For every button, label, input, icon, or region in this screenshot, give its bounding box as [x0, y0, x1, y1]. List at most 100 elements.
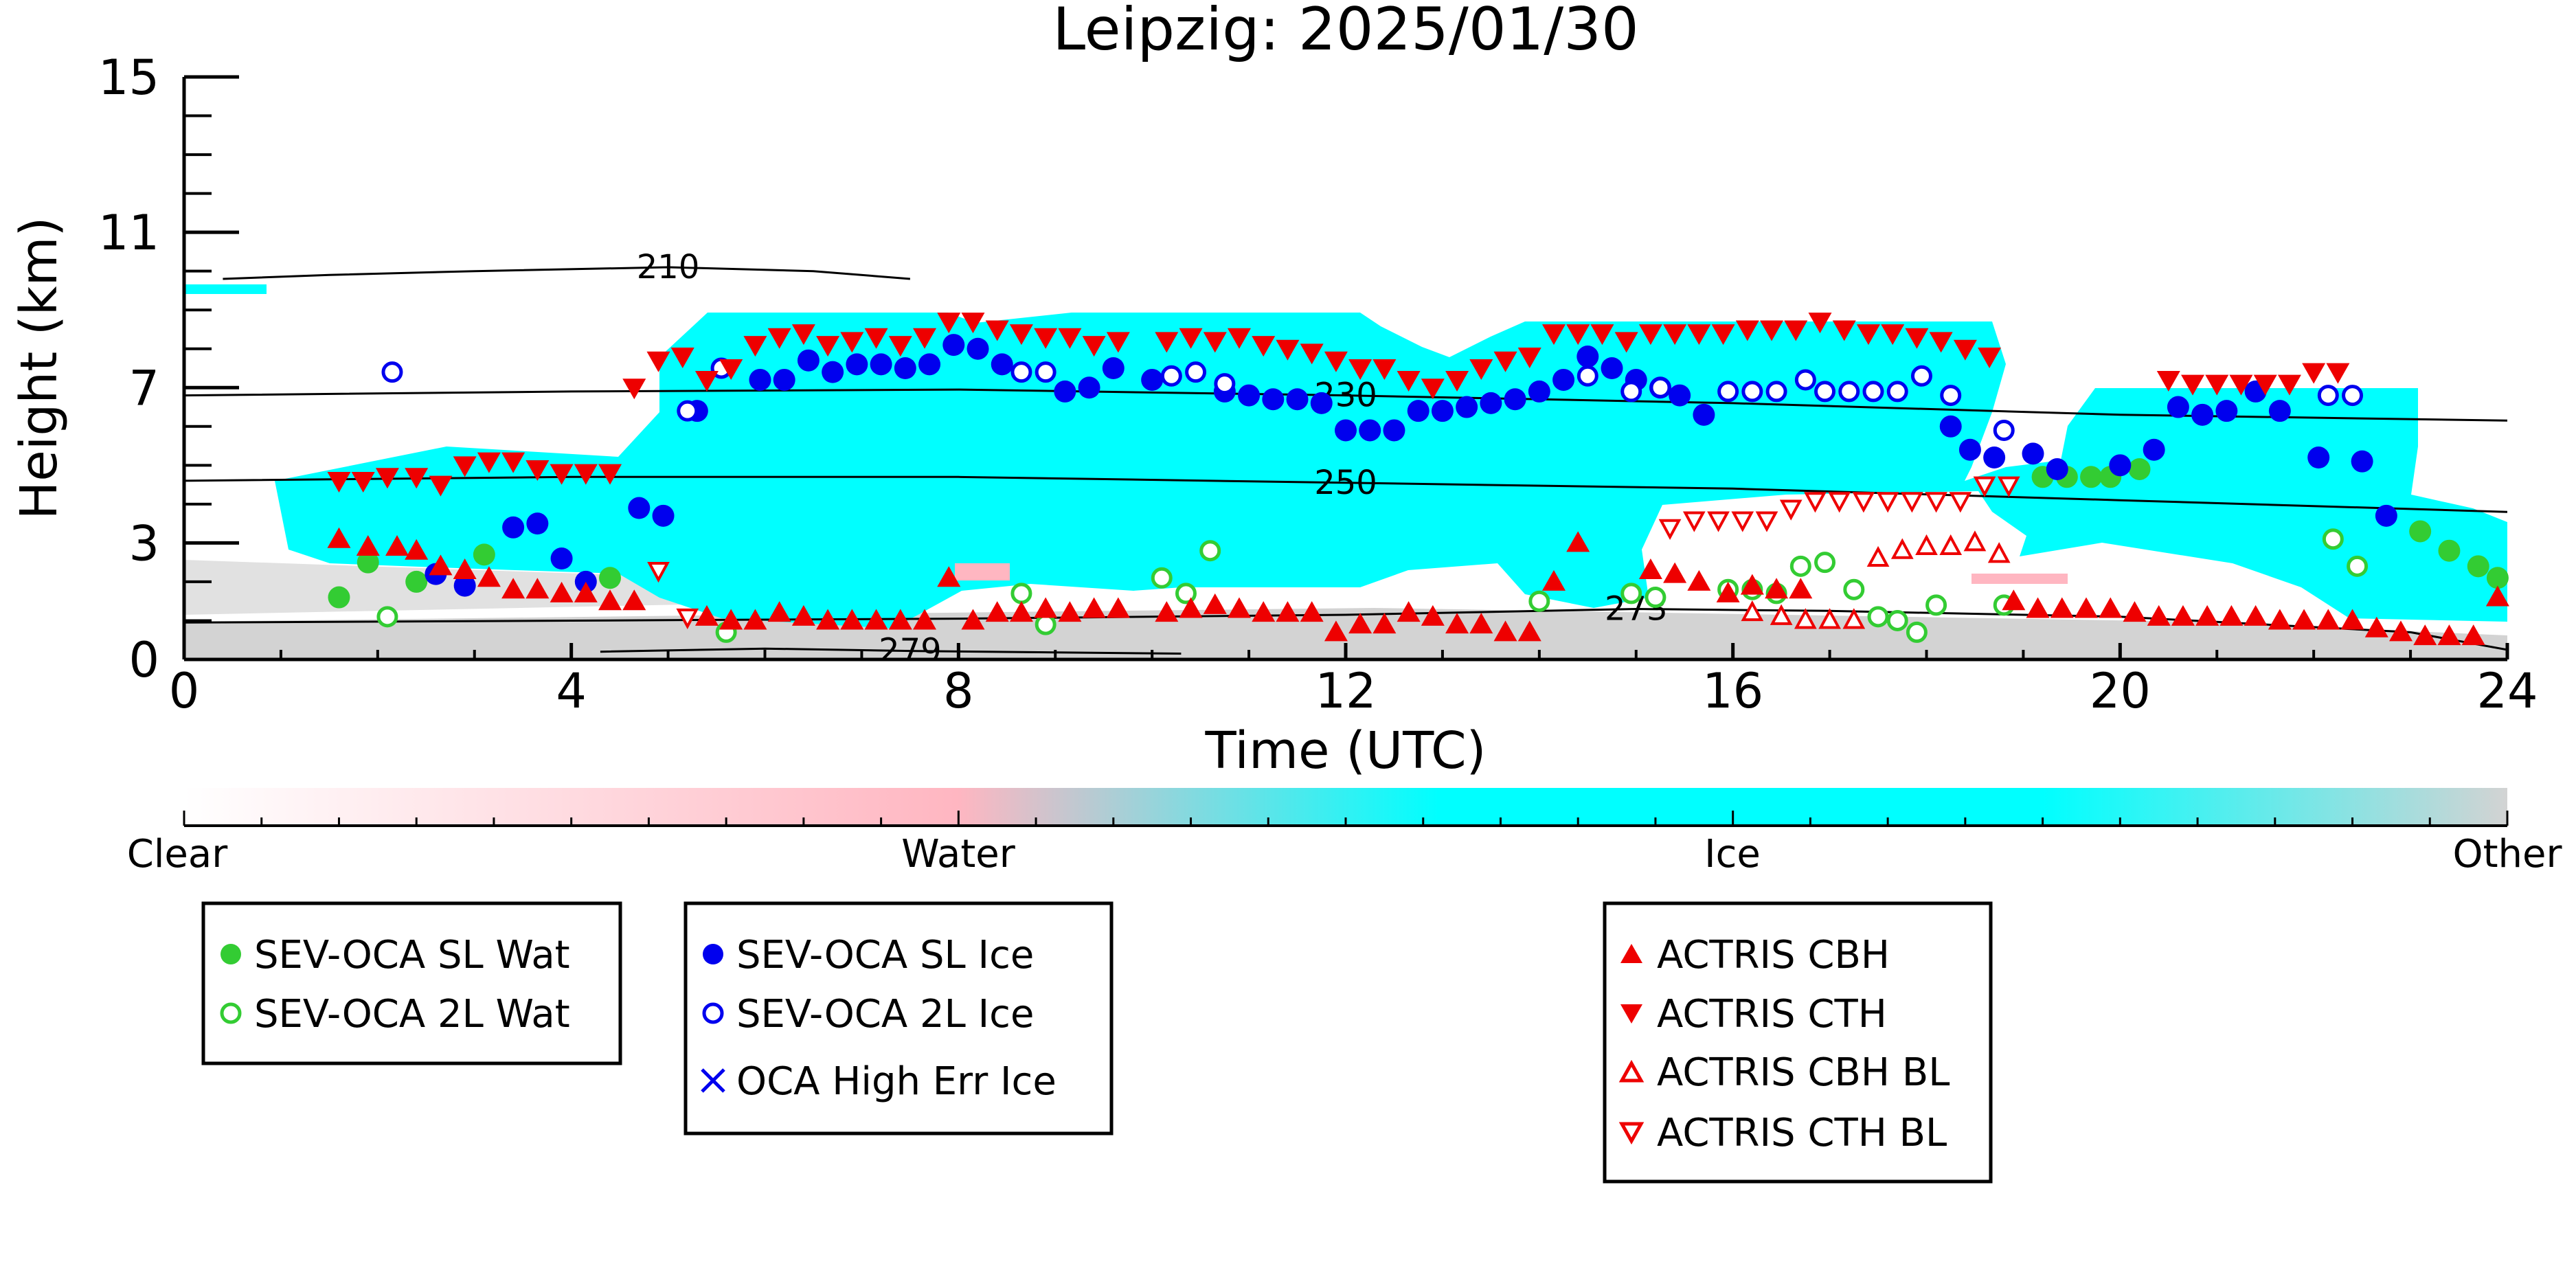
- data-point: [1324, 351, 1348, 372]
- y-tick-label: 11: [98, 205, 159, 261]
- data-point: [1906, 621, 1928, 643]
- data-point: [1179, 597, 1203, 618]
- data-point: [453, 456, 477, 477]
- y-tick-label: 0: [128, 632, 159, 688]
- data-point: [767, 601, 791, 622]
- data-point: [526, 512, 549, 535]
- data-point: [1741, 600, 1764, 622]
- data-point: [1397, 370, 1421, 392]
- data-point: [357, 551, 379, 574]
- data-point: [1359, 419, 1381, 442]
- data-point: [1765, 578, 1789, 599]
- data-point: [1300, 601, 1324, 622]
- data-point: [1711, 324, 1735, 346]
- data-point: [1784, 320, 1808, 341]
- legend-marker-cth: [1620, 1004, 1642, 1024]
- legend-ice: SEV-OCA SL Ice SEV-OCA 2L Ice OCA High E…: [683, 901, 1114, 1136]
- data-point: [1818, 608, 1841, 629]
- data-point: [2326, 363, 2350, 384]
- data-point: [1407, 400, 1430, 422]
- data-point: [652, 504, 675, 527]
- data-point: [2205, 374, 2229, 396]
- data-point: [888, 336, 912, 357]
- data-point: [1155, 332, 1179, 353]
- data-point: [550, 547, 573, 570]
- legend-label-high-err: OCA High Err Ice: [736, 1059, 1057, 1104]
- data-point: [1262, 388, 1285, 411]
- y-tick-label: 15: [98, 49, 159, 106]
- data-point: [477, 452, 501, 473]
- data-point: [816, 609, 840, 630]
- legend-box: [1603, 901, 1993, 1184]
- data-point: [550, 464, 574, 485]
- data-point: [2409, 520, 2432, 543]
- data-point: [888, 609, 912, 630]
- data-point: [1852, 492, 1875, 513]
- data-point: [2388, 620, 2413, 642]
- y-axis-label: Height (km): [10, 217, 69, 520]
- data-point: [327, 527, 351, 548]
- legend-label-sl-wat: SEV-OCA SL Wat: [254, 933, 570, 978]
- x-tick-label: 24: [2476, 663, 2538, 719]
- data-point: [1765, 381, 1787, 403]
- x-tick-label: 12: [1315, 663, 1376, 719]
- data-point: [1300, 343, 1324, 365]
- data-point: [1276, 339, 1300, 361]
- data-point: [2375, 504, 2397, 527]
- legend-marker-2l-ice: [702, 1002, 724, 1024]
- data-point: [1383, 419, 1405, 442]
- data-point: [2195, 605, 2219, 626]
- data-point: [405, 468, 429, 489]
- data-point: [694, 605, 719, 626]
- data-point: [1925, 492, 1947, 513]
- data-point: [1687, 569, 1711, 591]
- data-point: [1953, 339, 1977, 361]
- data-point: [2191, 403, 2214, 426]
- water-patch: [1971, 574, 2068, 584]
- data-point: [2268, 609, 2292, 630]
- data-point: [894, 357, 916, 379]
- data-point: [477, 566, 501, 587]
- data-point: [2438, 539, 2461, 562]
- data-point: [2215, 400, 2238, 422]
- data-point: [1669, 384, 1691, 407]
- data-point: [2351, 450, 2373, 473]
- data-point: [526, 578, 550, 599]
- data-point: [2046, 457, 2068, 480]
- data-point: [1843, 578, 1865, 600]
- x-tick-label: 4: [556, 663, 587, 719]
- data-point: [1978, 348, 2002, 369]
- data-point: [526, 460, 550, 481]
- data-point: [1035, 613, 1057, 635]
- contour-label: 279: [879, 632, 942, 670]
- data-point: [1276, 601, 1300, 622]
- data-point: [1106, 332, 1130, 353]
- legend-marker-sl-ice: [703, 944, 723, 964]
- data-point: [429, 554, 453, 576]
- data-point: [356, 535, 380, 556]
- data-point: [1421, 605, 1445, 626]
- data-point: [1987, 542, 2011, 563]
- data-point: [1940, 385, 1962, 407]
- data-point: [937, 313, 961, 334]
- data-point: [1614, 332, 1638, 353]
- data-point: [2268, 400, 2291, 422]
- data-point: [1663, 324, 1687, 346]
- data-point: [1638, 558, 1662, 579]
- data-point: [501, 578, 526, 599]
- data-point: [2123, 601, 2147, 622]
- data-point: [1203, 332, 1227, 353]
- data-point: [376, 606, 398, 628]
- data-point: [1566, 531, 1590, 552]
- colorbar-label-ice: Ice: [1704, 832, 1761, 877]
- legend-marker-cbh: [1620, 944, 1642, 963]
- data-point: [985, 601, 1009, 622]
- data-point: [1106, 597, 1130, 618]
- data-point: [1867, 606, 1889, 628]
- data-point: [2322, 528, 2344, 550]
- x-tick-label: 0: [169, 663, 200, 719]
- data-point: [791, 324, 815, 346]
- data-point: [2342, 385, 2364, 407]
- legend-label-2l-wat: SEV-OCA 2L Wat: [254, 992, 570, 1037]
- data-point: [743, 609, 767, 630]
